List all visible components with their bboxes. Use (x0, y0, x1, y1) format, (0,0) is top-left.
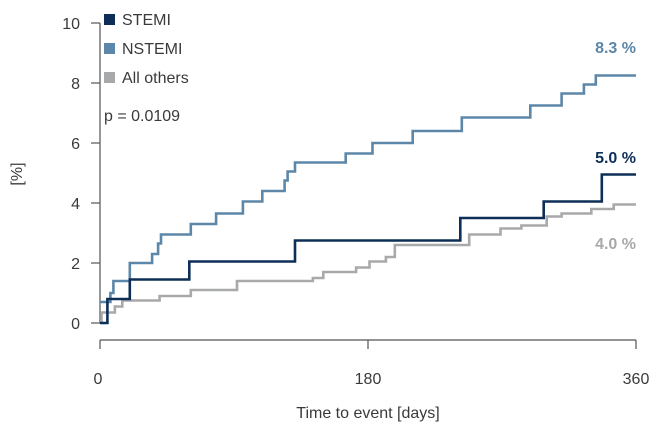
y-axis-title: [%] (9, 162, 26, 185)
legend-swatch-stemi (104, 14, 115, 25)
y-tick-label: 0 (71, 316, 80, 333)
legend-label-nstemi: NSTEMI (122, 41, 182, 58)
legend-swatch-all-others (104, 72, 115, 83)
legend-label-all-others: All others (122, 70, 189, 87)
y-tick-label: 10 (62, 16, 80, 33)
x-tick-label: 0 (94, 371, 103, 388)
y-tick-label: 4 (71, 196, 80, 213)
y-tick-label: 2 (71, 256, 80, 273)
x-tick-label: 180 (355, 371, 382, 388)
series-line-nstemi (100, 74, 636, 304)
x-tick-label: 360 (623, 371, 650, 388)
p-value-annotation: p = 0.0109 (104, 108, 180, 125)
end-label-all-others: 4.0 % (595, 236, 636, 253)
legend-swatch-nstemi (104, 43, 115, 54)
axes: 0 2 4 6 8 10 0 180 360 (62, 16, 649, 388)
plot-area: 4.0 % 8.3 % 5.0 % (100, 40, 636, 325)
legend-label-stemi: STEMI (122, 12, 171, 29)
series-line-all-others (100, 203, 636, 323)
end-label-nstemi: 8.3 % (595, 40, 636, 57)
series-line-stemi (100, 173, 636, 325)
end-label-stemi: 5.0 % (595, 150, 636, 167)
y-tick-label: 6 (71, 136, 80, 153)
y-tick-label: 8 (71, 76, 80, 93)
x-axis-title: Time to event [days] (296, 405, 439, 422)
legend: STEMI NSTEMI All others p = 0.0109 (104, 12, 189, 125)
